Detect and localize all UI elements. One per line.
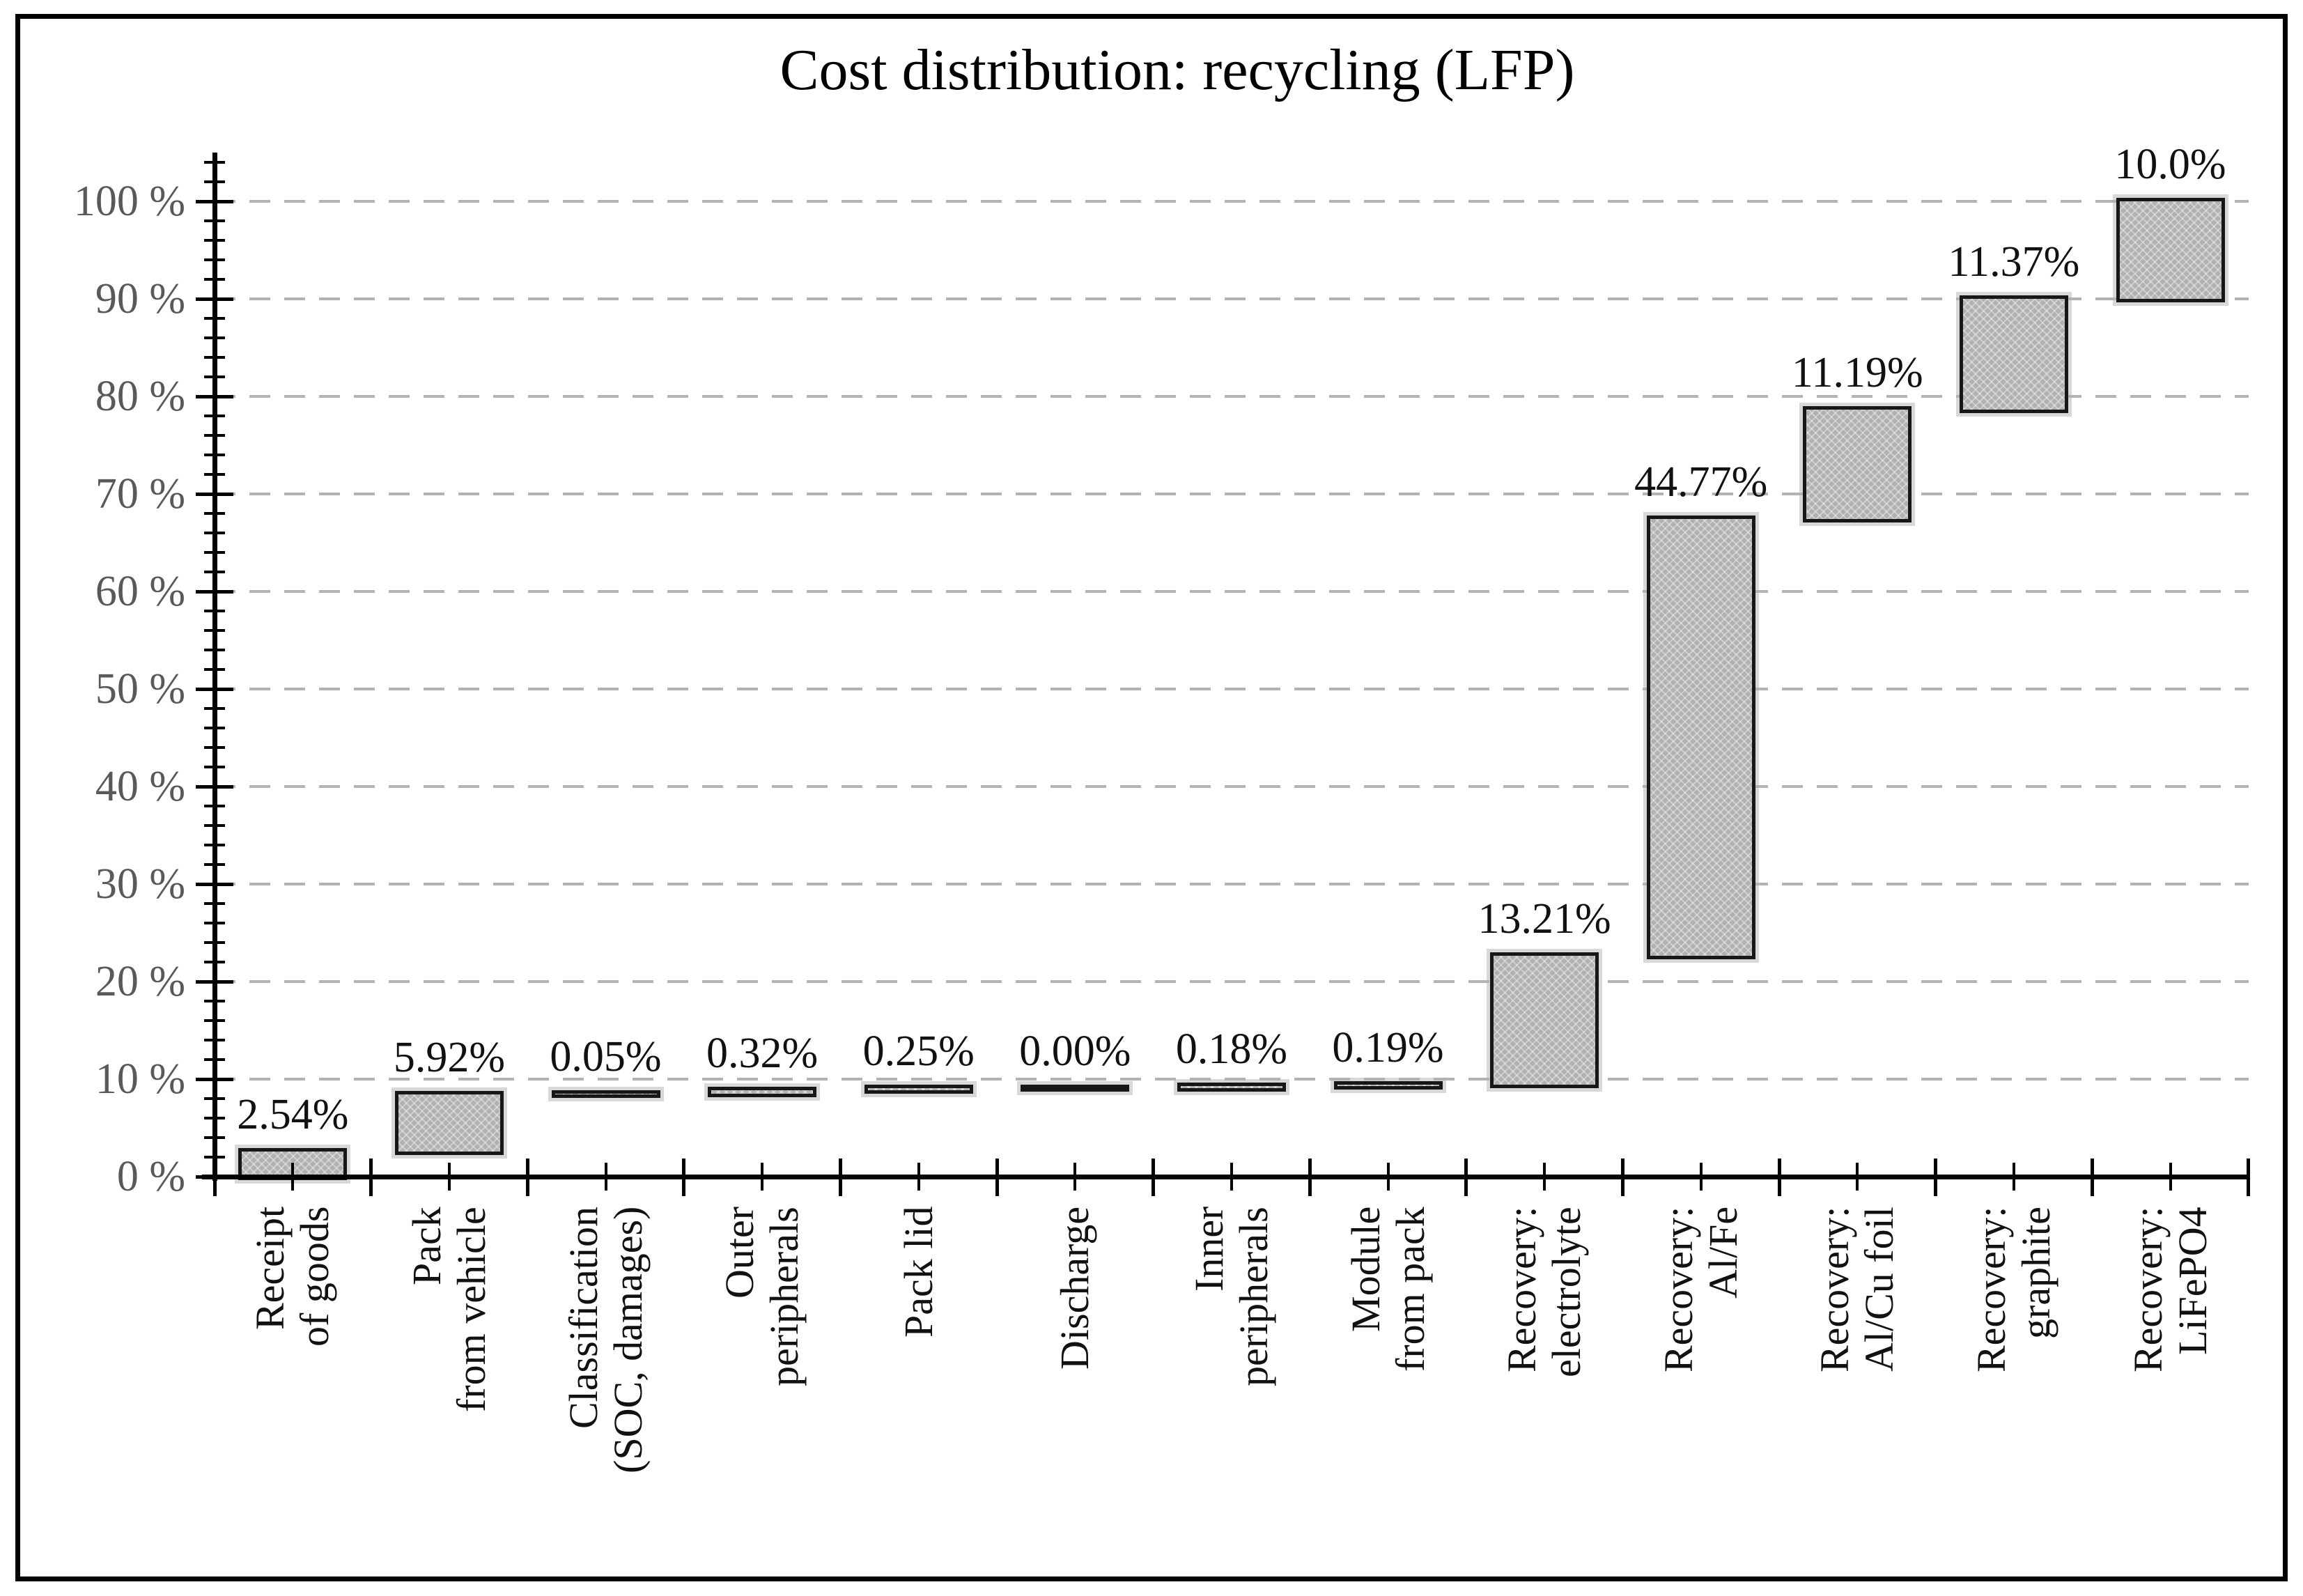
bar-data-label: 44.77% bbox=[1634, 458, 1768, 506]
y-axis-tick-label: 30 % bbox=[95, 860, 185, 908]
y-axis-tick-label: 60 % bbox=[95, 568, 185, 615]
bar-data-label: 11.37% bbox=[1948, 238, 2080, 286]
bar-data-label: 0.18% bbox=[1175, 1025, 1287, 1074]
bar bbox=[864, 1084, 973, 1094]
x-axis-line bbox=[202, 1174, 2249, 1179]
x-axis-category-label: Pack lid bbox=[895, 1207, 941, 1338]
bar-data-label: 2.54% bbox=[237, 1091, 349, 1139]
x-axis-category-label: Classification (SOC, damages) bbox=[560, 1207, 651, 1474]
bar-data-label: 0.00% bbox=[1019, 1027, 1131, 1075]
y-gridline bbox=[215, 883, 2249, 885]
y-axis-tick-label: 40 % bbox=[95, 763, 185, 810]
bar bbox=[1021, 1084, 1130, 1092]
x-axis-category-label: Recovery: Al/Fe bbox=[1655, 1207, 1746, 1373]
x-axis-category-label: Module from pack bbox=[1342, 1207, 1433, 1372]
y-axis-tick-label: 70 % bbox=[95, 470, 185, 518]
bar bbox=[1177, 1083, 1286, 1092]
x-axis-category-label: Discharge bbox=[1052, 1207, 1098, 1370]
bar bbox=[2116, 198, 2225, 303]
y-gridline bbox=[215, 980, 2249, 983]
bar bbox=[1959, 295, 2068, 414]
bar-data-label: 0.25% bbox=[862, 1027, 975, 1075]
y-axis-tick-label: 20 % bbox=[95, 958, 185, 1005]
y-axis-tick-label: 50 % bbox=[95, 665, 185, 713]
x-axis-category-label: Receipt of goods bbox=[247, 1207, 338, 1347]
y-axis-tick-label: 100 % bbox=[73, 178, 185, 225]
bar bbox=[1646, 515, 1755, 959]
bar bbox=[1803, 406, 1912, 522]
bar-data-label: 13.21% bbox=[1478, 894, 1611, 943]
y-axis-tick-label: 0 % bbox=[116, 1153, 185, 1200]
x-axis-category-label: Recovery: LiFePO4 bbox=[2125, 1207, 2215, 1373]
x-boundary-tick bbox=[2247, 1159, 2251, 1196]
y-gridline bbox=[215, 688, 2249, 690]
bar-data-label: 0.05% bbox=[550, 1032, 662, 1080]
chart-title: Cost distribution: recycling (LFP) bbox=[780, 38, 1575, 102]
y-gridline bbox=[215, 297, 2249, 300]
x-axis-category-label: Inner peripherals bbox=[1186, 1207, 1276, 1386]
bar bbox=[394, 1090, 504, 1156]
bar-data-label: 0.19% bbox=[1332, 1023, 1444, 1071]
bar bbox=[708, 1087, 817, 1097]
y-axis-line bbox=[212, 153, 217, 1181]
y-gridline bbox=[215, 590, 2249, 593]
figure-border bbox=[15, 14, 2288, 1581]
y-axis-tick-label: 80 % bbox=[95, 373, 185, 420]
y-axis-tick-label: 90 % bbox=[95, 275, 185, 323]
x-axis-category-label: Recovery: Al/Cu foil bbox=[1812, 1207, 1902, 1373]
y-gridline bbox=[215, 395, 2249, 398]
y-gridline bbox=[215, 493, 2249, 495]
bar bbox=[1333, 1080, 1443, 1090]
bar-data-label: 0.32% bbox=[706, 1030, 819, 1078]
bar-data-label: 5.92% bbox=[393, 1033, 505, 1081]
bar-data-label: 10.0% bbox=[2114, 141, 2226, 189]
x-axis-category-label: Outer peripherals bbox=[717, 1207, 807, 1386]
y-gridline bbox=[215, 785, 2249, 788]
x-axis-category-label: Pack from vehicle bbox=[403, 1207, 494, 1412]
y-gridline bbox=[215, 1078, 2249, 1080]
x-axis-category-label: Recovery: electrolyte bbox=[1499, 1207, 1590, 1377]
bar bbox=[551, 1090, 660, 1098]
x-axis-category-label: Recovery: graphite bbox=[1968, 1207, 2058, 1373]
bar bbox=[1490, 952, 1599, 1088]
y-axis-tick-label: 10 % bbox=[95, 1055, 185, 1103]
y-gridline bbox=[215, 200, 2249, 203]
bar-data-label: 11.19% bbox=[1791, 349, 1923, 397]
